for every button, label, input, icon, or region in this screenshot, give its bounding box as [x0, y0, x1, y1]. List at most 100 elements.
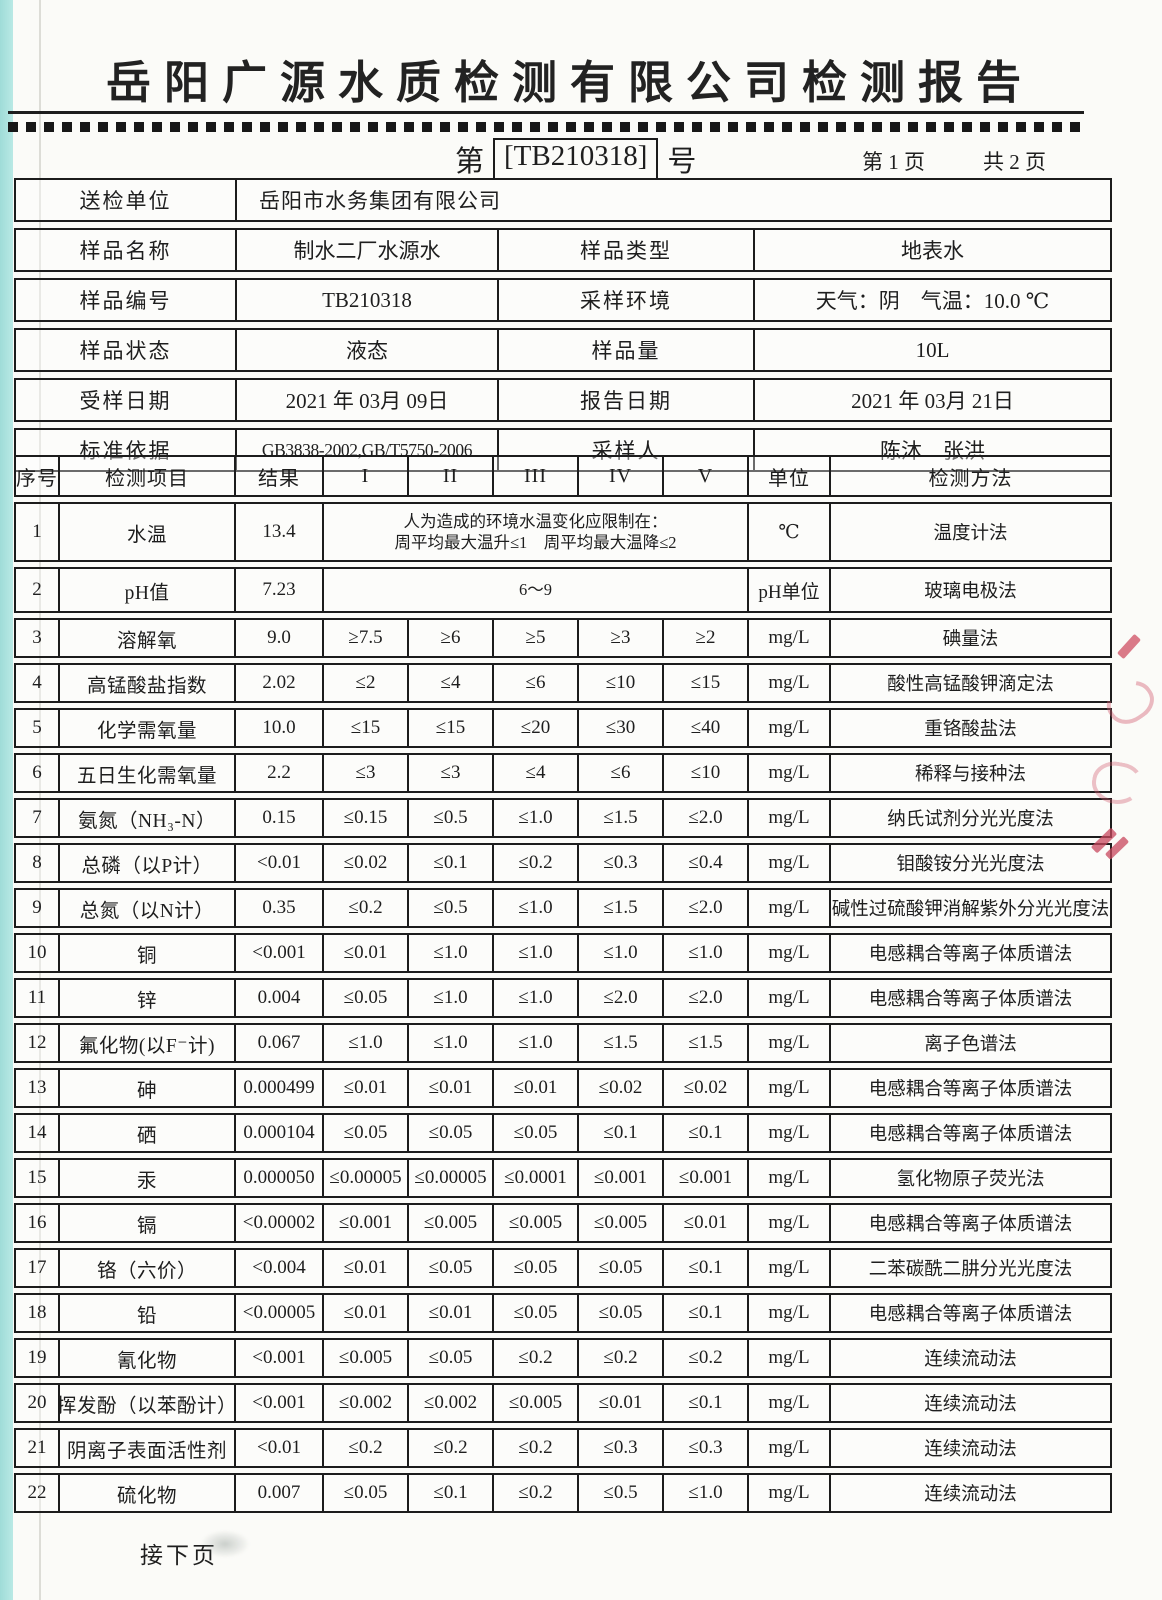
info-label-2: 采样人: [497, 430, 753, 470]
cell-result: 0.067: [234, 1025, 322, 1061]
limits-note-line: 人为造成的环境水温变化应限制在：: [403, 511, 668, 531]
cell-result: <0.01: [234, 1430, 322, 1466]
cell-result: <0.00002: [234, 1205, 322, 1241]
cell-unit: mg/L: [747, 665, 829, 701]
cell-limit-4: ≤0.05: [577, 1295, 662, 1331]
red-stamp-mark: [1088, 630, 1162, 880]
cell-limit-3: ≤0.05: [492, 1295, 577, 1331]
cell-limit-1: ≤0.01: [322, 1250, 407, 1286]
scan-smudge: [200, 1530, 250, 1558]
cell-limit-1: ≤0.02: [322, 845, 407, 881]
cell-limit-4: ≤1.5: [577, 1025, 662, 1061]
results-row: 5 化学需氧量 10.0 ≤15 ≤15 ≤20 ≤30 ≤40 mg/L 重铬酸盐法: [14, 708, 1112, 748]
cell-limit-1: ≤0.05: [322, 1115, 407, 1151]
cell-limits-merged: 人为造成的环境水温变化应限制在： 周平均最大温升≤1 周平均最大温降≤2: [322, 504, 747, 560]
cell-seq: 10: [27, 942, 47, 963]
cell-limit-3: ≤0.01: [492, 1070, 577, 1106]
cell-limit-4: ≥3: [577, 620, 662, 656]
cell-method: 碘量法: [829, 620, 1110, 656]
results-row: 9 总氮（以N计） 0.35 ≤0.2 ≤0.5 ≤1.0 ≤1.5 ≤2.0 mg/L 碱性过硫…: [14, 888, 1112, 928]
results-row: 10 铜 <0.001 ≤0.01 ≤1.0 ≤1.0 ≤1.0 ≤1.0 mg/L 电感耦合等离…: [14, 933, 1112, 973]
info-row: 受样日期 2021 年 03月 09日 报告日期 2021 年 03月 21日: [14, 378, 1112, 422]
cell-limit-2: ≤3: [407, 755, 492, 791]
results-row: 17 铬（六价） <0.004 ≤0.01 ≤0.05 ≤0.05 ≤0.05 ≤0.1 mg/…: [14, 1248, 1112, 1288]
cell-method: 电感耦合等离子体质谱法: [829, 980, 1110, 1016]
page-edge-shadow: [39, 0, 41, 1600]
cell-limit-1: ≤0.2: [322, 1430, 407, 1466]
cell-method: 连续流动法: [829, 1475, 1110, 1511]
cell-unit: mg/L: [747, 1295, 829, 1331]
results-row: 8 总磷（以P计） <0.01 ≤0.02 ≤0.1 ≤0.2 ≤0.3 ≤0.4 mg/L 钼酸…: [14, 843, 1112, 883]
cell-limits-merged: 6～9: [322, 569, 747, 611]
cell-item: 总磷（以P计）: [58, 845, 234, 881]
info-value: 液态: [235, 330, 497, 370]
cell-result: 2.02: [234, 665, 322, 701]
cell-limit-2: ≤0.05: [407, 1250, 492, 1286]
cell-item: pH值: [58, 569, 234, 611]
cell-limit-3: ≤1.0: [492, 1025, 577, 1061]
cell-limit-5: ≤1.5: [662, 1025, 747, 1061]
cell-seq: 17: [27, 1257, 47, 1278]
cell-limit-3: ≤0.05: [492, 1115, 577, 1151]
cell-limit-1: ≤1.0: [322, 1025, 407, 1061]
cell-unit: mg/L: [747, 1160, 829, 1196]
cell-limit-4: ≤0.1: [577, 1115, 662, 1151]
cell-result: <0.001: [234, 935, 322, 971]
cell-unit: pH单位: [747, 569, 829, 611]
cell-limit-5: ≤2.0: [662, 890, 747, 926]
info-row: 样品名称 制水二厂水源水 样品类型 地表水: [14, 228, 1112, 272]
col-header-level-5: V: [662, 457, 747, 495]
cell-item: 硒: [58, 1115, 234, 1151]
cell-item: 铜: [58, 935, 234, 971]
col-header-level-2: II: [407, 457, 492, 495]
cell-seq: 5: [32, 717, 42, 738]
cell-limit-3: ≥5: [492, 620, 577, 656]
cell-seq: 7: [32, 807, 42, 828]
cell-limit-5: ≤2.0: [662, 980, 747, 1016]
cell-limit-3: ≤1.0: [492, 935, 577, 971]
cell-limit-5: ≤15: [662, 665, 747, 701]
results-row: 2 pH值 7.23 6～9 pH单位 玻璃电极法: [14, 567, 1112, 613]
results-row: 20 挥发酚（以苯酚计） <0.001 ≤0.002 ≤0.002 ≤0.005 ≤0.01…: [14, 1383, 1112, 1423]
cell-limit-4: ≤6: [577, 755, 662, 791]
cell-unit: mg/L: [747, 1475, 829, 1511]
cell-result: <0.01: [234, 845, 322, 881]
cell-result: <0.001: [234, 1340, 322, 1376]
cell-method: 离子色谱法: [829, 1025, 1110, 1061]
stamp-stroke: [1098, 671, 1162, 733]
cell-limit-5: ≤0.4: [662, 845, 747, 881]
cell-limit-3: ≤1.0: [492, 980, 577, 1016]
cell-seq: 4: [32, 672, 42, 693]
stamp-stroke: [1088, 757, 1146, 809]
cell-limit-2: ≤1.0: [407, 935, 492, 971]
cell-limit-5: ≤0.001: [662, 1160, 747, 1196]
cell-seq: 3: [32, 627, 42, 648]
cell-method: 电感耦合等离子体质谱法: [829, 935, 1110, 971]
cell-limit-4: ≤0.2: [577, 1340, 662, 1376]
col-header-level-3: III: [492, 457, 577, 495]
limits-note-line: 周平均最大温升≤1 周平均最大温降≤2: [394, 533, 677, 552]
cell-limit-2: ≤0.005: [407, 1205, 492, 1241]
cell-limit-5: ≥2: [662, 620, 747, 656]
cell-method: 二苯碳酰二肼分光光度法: [829, 1250, 1110, 1286]
page-total: 共 2 页: [983, 150, 1046, 174]
cell-seq: 16: [27, 1212, 47, 1233]
cell-limit-2: ≤1.0: [407, 980, 492, 1016]
info-value: 制水二厂水源水: [235, 230, 497, 270]
results-row: 3 溶解氧 9.0 ≥7.5 ≥6 ≥5 ≥3 ≥2 mg/L 碘量法: [14, 618, 1112, 658]
cell-item: 高锰酸盐指数: [58, 665, 234, 701]
continued-next-page-note: 接下页: [140, 1543, 218, 1568]
cell-limit-1: ≤0.001: [322, 1205, 407, 1241]
results-row: 19 氰化物 <0.001 ≤0.005 ≤0.05 ≤0.2 ≤0.2 ≤0.2 mg/L 连续…: [14, 1338, 1112, 1378]
cell-seq: 21: [27, 1437, 47, 1458]
cell-limit-3: ≤0.0001: [492, 1160, 577, 1196]
cell-item: 锌: [58, 980, 234, 1016]
info-label: 样品状态: [79, 339, 172, 363]
cell-limit-5: ≤0.1: [662, 1115, 747, 1151]
cell-unit: mg/L: [747, 1340, 829, 1376]
cell-limit-3: ≤4: [492, 755, 577, 791]
cell-limit-1: ≤0.00005: [322, 1160, 407, 1196]
cell-item: 氰化物: [58, 1340, 234, 1376]
results-row: 7 氨氮（NH₃-N） 0.15 ≤0.15 ≤0.5 ≤1.0 ≤1.5 ≤2.0 mg/L 纳…: [14, 798, 1112, 838]
info-value-2: 陈沐 张洪: [753, 430, 1110, 470]
